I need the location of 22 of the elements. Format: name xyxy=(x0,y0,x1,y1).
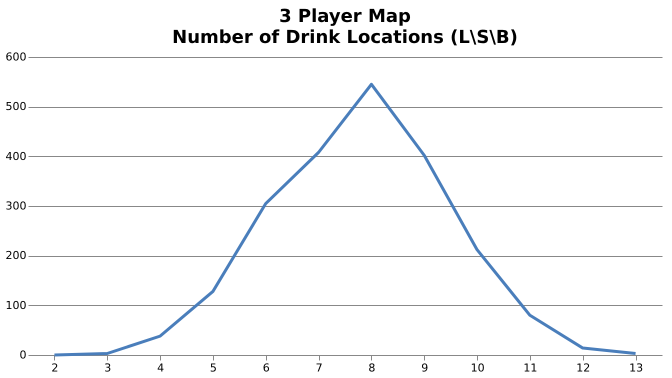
chart-title: 3 Player Map xyxy=(279,6,411,27)
x-tick-label: 3 xyxy=(104,362,112,374)
x-tick-label: 13 xyxy=(629,362,644,374)
x-tick-label: 2 xyxy=(51,362,58,374)
y-tick-label: 100 xyxy=(6,298,26,312)
y-tick-label: 200 xyxy=(6,249,26,262)
x-tick-label: 5 xyxy=(210,362,217,374)
x-tick-label: 4 xyxy=(157,362,164,374)
x-tick-label: 10 xyxy=(470,362,485,374)
x-tick-label: 7 xyxy=(316,362,323,374)
x-tick-label: 6 xyxy=(262,362,270,374)
y-tick-label: 500 xyxy=(6,100,26,114)
chart-subtitle: Number of Drink Locations (L\S\B) xyxy=(172,27,518,48)
y-tick-label: 600 xyxy=(6,50,26,64)
line-series xyxy=(52,82,638,356)
y-tick-label: 400 xyxy=(6,150,26,163)
x-tick-label: 12 xyxy=(576,362,590,374)
y-tick-label: 0 xyxy=(20,348,26,362)
x-tick-label: 11 xyxy=(523,362,538,374)
x-tick-label: 9 xyxy=(421,362,428,374)
x-tick-label: 8 xyxy=(368,362,376,374)
y-tick-label: 300 xyxy=(6,200,26,212)
